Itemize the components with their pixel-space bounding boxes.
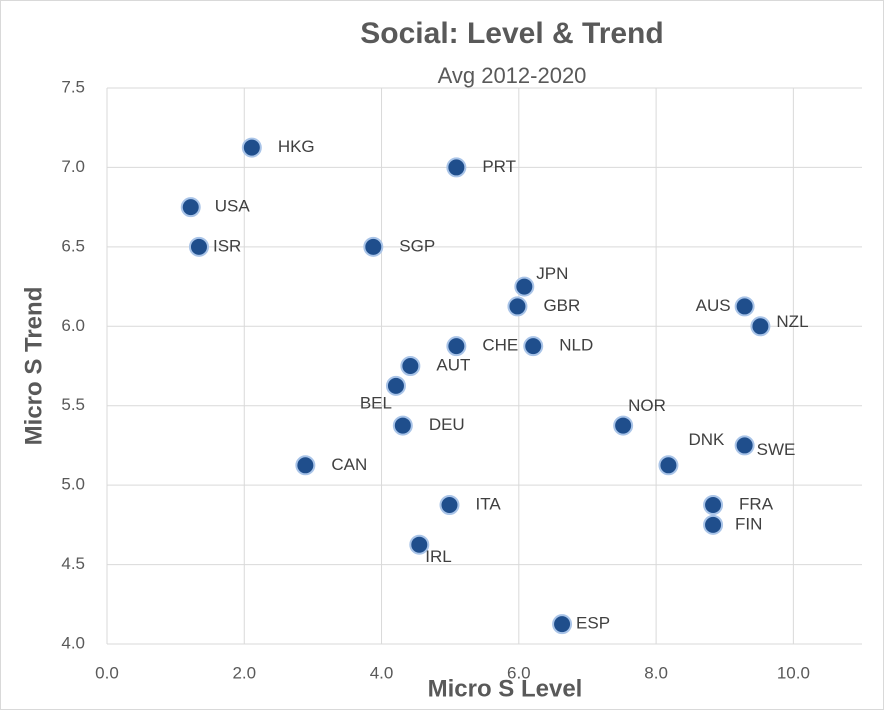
point-label: NZL	[776, 312, 808, 331]
y-tick-label: 5.0	[61, 475, 85, 494]
point	[703, 514, 724, 535]
point	[523, 336, 544, 357]
point	[439, 495, 460, 515]
point-label: HKG	[278, 137, 315, 156]
point	[180, 197, 201, 218]
point-label: DEU	[429, 415, 465, 434]
y-axis-label: Micro S Trend	[20, 287, 47, 446]
point-label: DNK	[688, 430, 725, 449]
chart-title: Social: Level & Trend	[360, 17, 663, 50]
point	[703, 495, 724, 515]
point	[400, 356, 421, 376]
point	[295, 455, 316, 476]
point-label: AUT	[436, 355, 470, 374]
point-label: GBR	[543, 296, 580, 315]
point	[750, 316, 771, 337]
point	[385, 375, 406, 396]
y-tick-label: 6.0	[61, 316, 85, 335]
x-tick-label: 8.0	[644, 663, 668, 682]
x-tick-label: 2.0	[232, 663, 256, 682]
x-tick-label: 6.0	[507, 663, 531, 682]
y-tick-label: 7.0	[61, 157, 85, 176]
point	[658, 455, 679, 476]
point-label: FRA	[739, 494, 774, 513]
point	[514, 276, 535, 297]
point	[409, 534, 430, 555]
y-tick-label: 4.5	[61, 554, 85, 573]
point	[392, 415, 413, 436]
point-label: SGP	[399, 236, 435, 255]
point	[552, 614, 573, 635]
point	[507, 296, 528, 317]
y-tick-label: 5.5	[61, 395, 85, 414]
x-axis-label: Micro S Level	[428, 675, 583, 702]
point	[613, 415, 634, 436]
point-label: IRL	[425, 547, 451, 566]
point	[446, 157, 467, 178]
y-tick-label: 4.0	[61, 633, 85, 652]
point-label: JPN	[536, 264, 568, 283]
point-label: PRT	[482, 157, 516, 176]
point-label: FIN	[735, 514, 762, 533]
point-label: USA	[215, 197, 251, 216]
y-tick-label: 6.5	[61, 236, 85, 255]
point-label: AUS	[696, 296, 731, 315]
point-label: NOR	[628, 396, 666, 415]
point-label: ITA	[475, 494, 501, 513]
point-label: CAN	[331, 455, 367, 474]
x-tick-label: 0.0	[95, 663, 119, 682]
point-label: BEL	[360, 393, 392, 412]
point	[188, 236, 209, 257]
chart-subtitle: Avg 2012-2020	[438, 63, 587, 88]
point	[734, 435, 755, 456]
point-label: SWE	[757, 440, 796, 459]
point	[241, 137, 262, 158]
x-tick-label: 10.0	[777, 663, 810, 682]
point-label: CHE	[482, 336, 518, 355]
point-label: ISR	[213, 236, 241, 255]
point	[363, 236, 384, 257]
point-label: NLD	[559, 336, 593, 355]
point	[446, 336, 467, 357]
point-label: ESP	[576, 614, 610, 633]
point	[734, 296, 755, 317]
y-tick-label: 7.5	[61, 77, 85, 96]
x-tick-label: 4.0	[370, 663, 394, 682]
